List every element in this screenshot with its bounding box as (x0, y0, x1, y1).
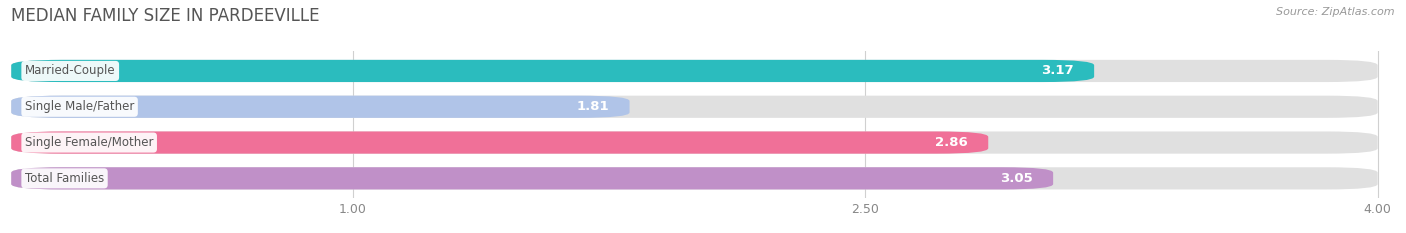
Text: 3.17: 3.17 (1040, 65, 1074, 77)
Text: Single Male/Father: Single Male/Father (25, 100, 135, 113)
FancyBboxPatch shape (11, 131, 988, 154)
Text: Single Female/Mother: Single Female/Mother (25, 136, 153, 149)
FancyBboxPatch shape (11, 60, 1094, 82)
FancyBboxPatch shape (11, 60, 1378, 82)
Text: 3.05: 3.05 (1000, 172, 1032, 185)
FancyBboxPatch shape (11, 96, 630, 118)
FancyBboxPatch shape (11, 167, 1053, 189)
FancyBboxPatch shape (11, 167, 1378, 189)
FancyBboxPatch shape (11, 96, 1378, 118)
Text: MEDIAN FAMILY SIZE IN PARDEEVILLE: MEDIAN FAMILY SIZE IN PARDEEVILLE (11, 7, 319, 25)
Text: 1.81: 1.81 (576, 100, 609, 113)
Text: Married-Couple: Married-Couple (25, 65, 115, 77)
Text: Total Families: Total Families (25, 172, 104, 185)
Text: 2.86: 2.86 (935, 136, 967, 149)
Text: Source: ZipAtlas.com: Source: ZipAtlas.com (1277, 7, 1395, 17)
FancyBboxPatch shape (11, 131, 1378, 154)
